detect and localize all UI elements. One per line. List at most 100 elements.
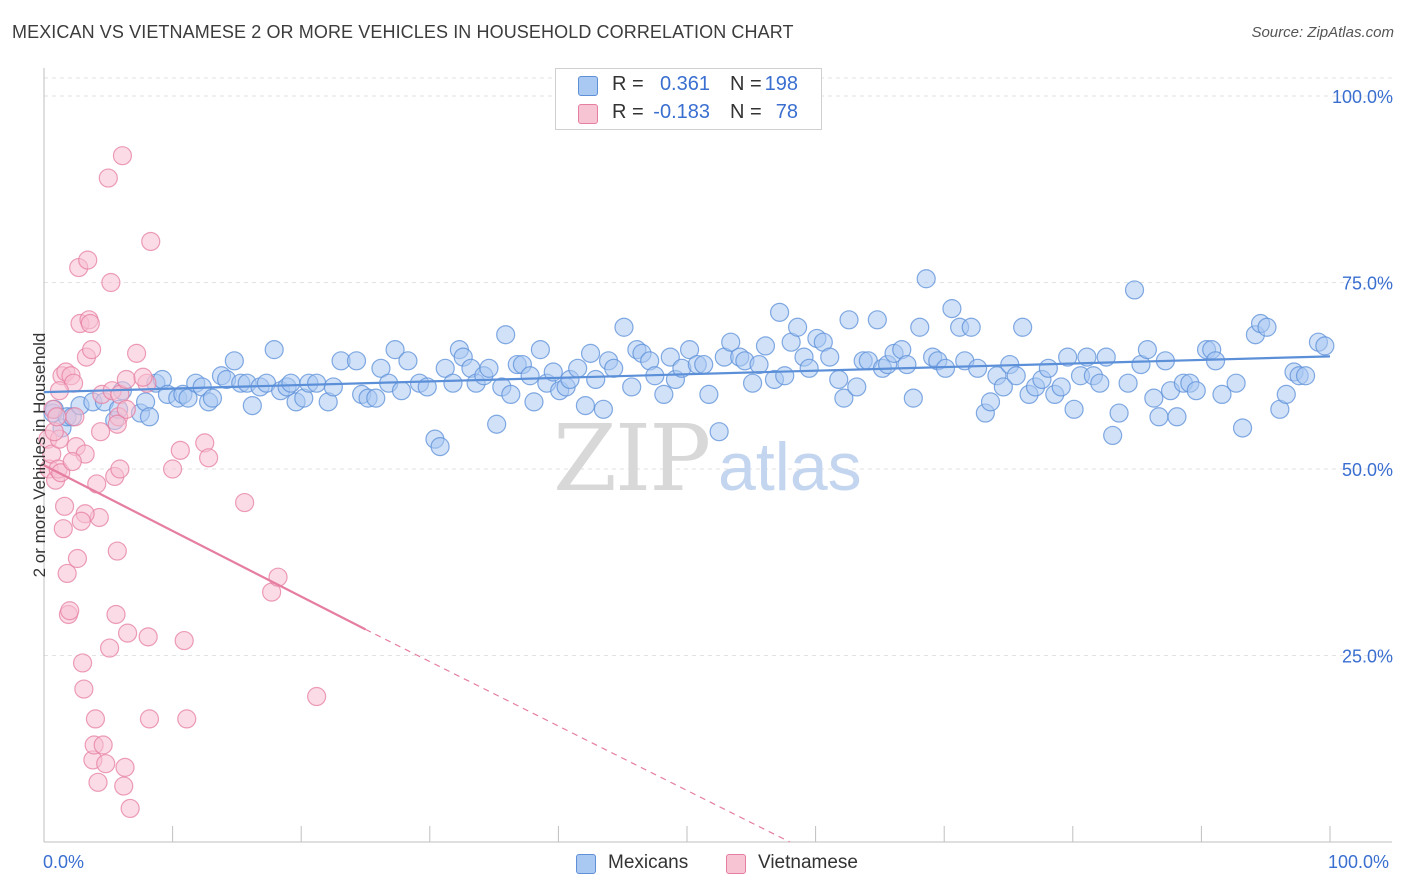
point-vietnamese [126,343,147,363]
point-mexicans [1276,384,1296,404]
point-mexicans [1137,340,1157,360]
point-mexicans [501,384,521,404]
point-vietnamese [101,272,121,293]
point-mexicans [530,340,550,360]
point-mexicans [1058,347,1078,367]
point-mexicans [1167,407,1187,427]
point-mexicans [660,347,680,367]
point-vietnamese [268,567,288,587]
trend-line-extension-vietnamese [365,628,791,843]
point-vietnamese [307,686,327,707]
point-vietnamese [163,459,183,479]
point-mexicans [699,384,719,404]
point-mexicans [1077,347,1097,367]
point-mexicans [1013,317,1033,337]
y-tick-label: 50.0% [1342,460,1393,480]
point-mexicans [1186,381,1206,401]
point-vietnamese [120,798,140,819]
point-mexicans [1038,358,1058,378]
point-vietnamese [54,496,75,516]
point-mexicans [749,354,769,375]
point-vietnamese [138,627,158,647]
point-vietnamese [78,250,98,270]
point-vietnamese [106,604,126,625]
point-mexicans [443,373,463,393]
point-vietnamese [62,451,82,472]
y-axis-label: 2 or more Vehicles in Household [30,332,49,578]
point-vietnamese [235,492,255,513]
point-mexicans [604,358,624,378]
point-mexicans [834,388,854,408]
point-mexicans [1124,280,1145,300]
x-tick-label-min: 0.0% [43,852,85,872]
point-vietnamese [115,757,135,778]
point-mexicans [398,351,418,371]
point-mexicans [586,369,606,390]
point-mexicans [1103,425,1123,446]
point-vietnamese [53,519,73,539]
point-mexicans [1205,351,1226,371]
chart-title: MEXICAN VS VIETNAMESE 2 OR MORE VEHICLES… [12,22,794,42]
point-mexicans [391,381,412,401]
point-vietnamese [81,340,102,360]
legend-n-value: 198 [764,73,798,95]
point-mexicans [1051,377,1071,397]
point-mexicans [961,317,981,337]
point-vietnamese [88,772,108,792]
point-mexicans [1232,418,1253,438]
y-tick-label: 75.0% [1342,274,1393,294]
point-vietnamese [85,709,106,729]
point-vietnamese [199,448,219,468]
point-mexicans [1090,373,1110,393]
trend-line-vietnamese [43,464,367,631]
point-mexicans [593,399,614,419]
legend-r-value: -0.183 [653,101,710,123]
point-vietnamese [60,601,80,621]
point-mexicans [487,414,507,434]
point-vietnamese [87,474,107,494]
point-mexicans [1315,336,1335,356]
point-mexicans [654,384,674,404]
point-mexicans [524,392,544,412]
point-mexicans [1149,407,1169,427]
point-mexicans [479,358,499,378]
point-mexicans [622,377,642,397]
point-mexicans [1257,317,1277,337]
point-vietnamese [47,407,67,427]
point-mexicans [829,369,849,390]
point-mexicans [1212,384,1232,404]
point-vietnamese [90,422,111,442]
point-mexicans [867,310,887,330]
point-mexicans [366,388,386,408]
point-vietnamese [98,168,118,188]
point-vietnamese [117,623,138,643]
point-mexicans [1118,373,1138,393]
point-mexicans [1295,366,1316,386]
point-mexicans [139,407,160,427]
point-mexicans [224,351,244,371]
series-swatch-mexicans [576,854,596,874]
point-vietnamese [133,367,153,387]
point-vietnamese [139,709,160,729]
point-mexicans [775,366,795,386]
point-mexicans [1144,388,1164,408]
x-tick-label-max: 100.0% [1328,852,1390,872]
point-mexicans [614,317,634,337]
point-mexicans [520,366,540,386]
point-mexicans [839,310,859,330]
point-mexicans [346,351,367,371]
point-mexicans [903,388,923,408]
series-label-vietnamese: Vietnamese [758,852,858,873]
source-credit: Source: ZipAtlas.com [1251,24,1394,41]
legend-row-mexicans: R = 0.361 N = 198 [556,73,823,99]
point-mexicans [694,354,714,375]
point-vietnamese [99,638,120,658]
point-vietnamese [80,313,100,334]
legend-r-value: 0.361 [659,73,710,95]
legend-n-label: N = [730,101,762,123]
legend-swatch-vietnamese [578,104,598,124]
point-mexicans [910,317,930,337]
point-vietnamese [74,679,94,699]
watermark-zip: ZIP [553,405,709,512]
point-vietnamese [174,630,194,651]
